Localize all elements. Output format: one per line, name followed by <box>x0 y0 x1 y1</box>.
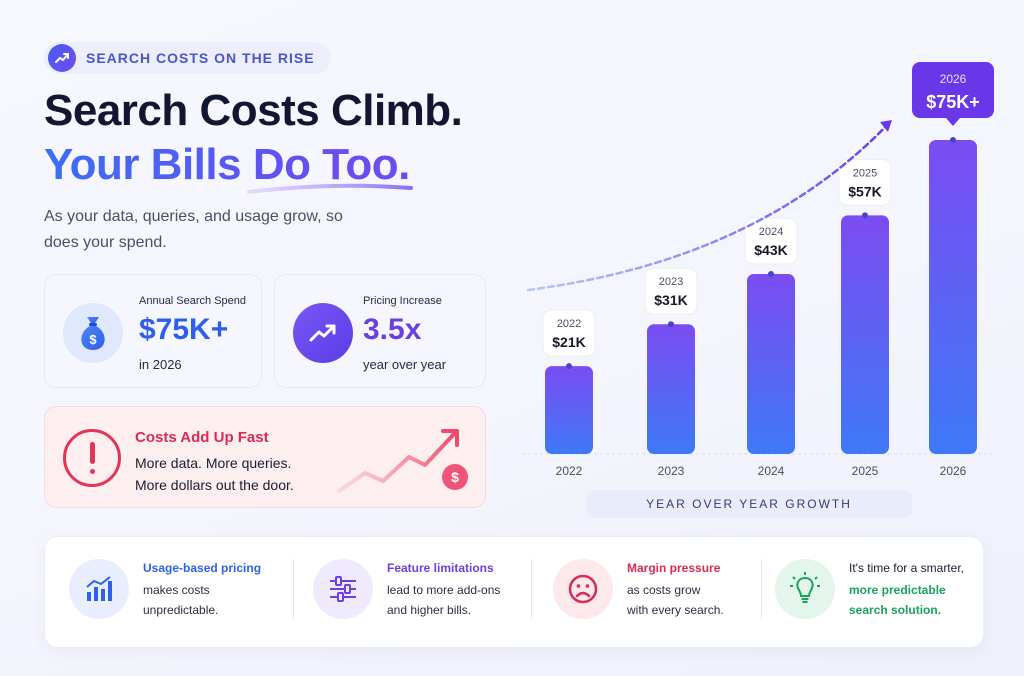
feature-line1: lead to more add-ons <box>387 583 501 597</box>
bar-top-dot <box>566 363 572 370</box>
data-callout <box>838 158 892 206</box>
stat-label: Pricing Increase <box>363 295 442 307</box>
coin-icon <box>442 464 468 490</box>
subtitle: As your data, queries, and usage grow, s… <box>44 208 343 251</box>
callout-year: 2022 <box>557 318 581 330</box>
stat-label: Annual Search Spend <box>139 295 247 307</box>
stat-value: 3.5x <box>363 313 422 346</box>
bar-chart-icon <box>69 559 129 619</box>
divider <box>293 559 294 619</box>
feature-limitations: Feature limitations lead to more add-ons… <box>289 537 529 649</box>
section-badge: SEARCH COSTS ON THE RISE <box>44 42 331 74</box>
x-tick-label: 2022 <box>556 464 583 478</box>
trend-up-icon <box>48 44 76 72</box>
callout-year: 2024 <box>759 226 783 238</box>
stat-card-pricing-increase: Pricing Increase 3.5x year over year <box>274 274 486 388</box>
rising-cost-graphic: $ <box>337 429 468 493</box>
trend-arrow <box>526 118 894 292</box>
svg-text:$: $ <box>451 469 459 485</box>
stat-sub: in 2026 <box>139 357 182 372</box>
x-tick-label: 2026 <box>940 464 967 478</box>
bar-2025 <box>841 215 889 454</box>
feature-title: Margin pressure <box>627 561 721 575</box>
data-label: $75K+ <box>926 92 980 112</box>
feature-title: It's time for a smarter, <box>849 561 964 575</box>
feature-line2: and higher bills. <box>387 603 472 617</box>
x-tick-label: 2023 <box>658 464 685 478</box>
divider <box>531 559 532 619</box>
lightbulb-icon <box>775 559 835 619</box>
trend-arrow-head <box>880 120 892 132</box>
data-callout <box>542 309 596 357</box>
callout-year: 2026 <box>940 72 967 86</box>
svg-text:$: $ <box>89 332 97 347</box>
headline-line2: Your Bills Do Too. <box>44 140 410 189</box>
feature-title: Feature limitations <box>387 561 494 575</box>
bar-2026 <box>929 140 977 454</box>
bar-top-dot <box>768 270 774 277</box>
feature-line2: with every search. <box>627 603 724 617</box>
feature-panel: Usage-based pricing makes costs unpredic… <box>44 536 984 648</box>
data-label: $31K <box>654 292 687 308</box>
feature-line2: unpredictable. <box>143 603 219 617</box>
bar-top-dot <box>668 321 674 328</box>
money-bag-icon: $ <box>63 303 123 363</box>
data-label: $21K <box>552 334 585 350</box>
warning-line2: More dollars out the door. <box>135 477 294 493</box>
warning-card: Costs Add Up Fast More data. More querie… <box>44 406 486 508</box>
callout-year: 2025 <box>853 167 877 179</box>
warning-title: Costs Add Up Fast <box>135 429 269 446</box>
stat-value: $75K+ <box>139 313 229 346</box>
data-callout <box>744 217 798 265</box>
feature-line1: makes costs <box>143 583 210 597</box>
sad-face-icon <box>553 559 613 619</box>
callout-pointer <box>946 118 960 126</box>
divider <box>761 559 762 619</box>
trend-up-icon <box>293 303 353 363</box>
x-axis-label: YEAR OVER YEAR GROWTH <box>586 490 912 518</box>
underline-swoosh <box>247 183 413 194</box>
feature-margin-pressure: Margin pressure as costs grow with every… <box>529 537 759 649</box>
feature-line1: more predictable <box>849 583 946 597</box>
feature-smarter-solution: It's time for a smarter, more predictabl… <box>751 537 985 649</box>
feature-usage-pricing: Usage-based pricing makes costs unpredic… <box>45 537 285 649</box>
cost-growth-chart: 2022 2022 $21K 2023 2023 $31K 2024 2024 $43K 2025… <box>522 62 996 478</box>
bar-2024 <box>747 273 795 454</box>
feature-line2: search solution. <box>849 603 942 617</box>
warning-line1: More data. More queries. <box>135 455 292 471</box>
sliders-icon <box>313 559 373 619</box>
x-tick-label: 2025 <box>852 464 879 478</box>
stat-card-annual-spend: $ Annual Search Spend $75K+ in 2026 <box>44 274 262 388</box>
bar-2022 <box>545 366 593 454</box>
stat-sub: year over year <box>363 357 447 372</box>
data-callout <box>644 267 698 315</box>
feature-title: Usage-based pricing <box>143 561 262 575</box>
data-label: $43K <box>754 242 787 258</box>
alert-icon <box>63 429 121 487</box>
callout-year: 2023 <box>659 276 683 288</box>
headline-line1: Search Costs Climb. <box>44 86 463 135</box>
bar-top-dot <box>950 137 956 143</box>
bar-2023 <box>647 324 695 454</box>
bar-top-dot <box>862 212 868 219</box>
feature-line1: as costs grow <box>627 583 701 597</box>
badge-text: SEARCH COSTS ON THE RISE <box>86 50 315 66</box>
data-callout <box>912 62 994 118</box>
data-label: $57K <box>848 183 881 199</box>
x-tick-label: 2024 <box>758 464 785 478</box>
